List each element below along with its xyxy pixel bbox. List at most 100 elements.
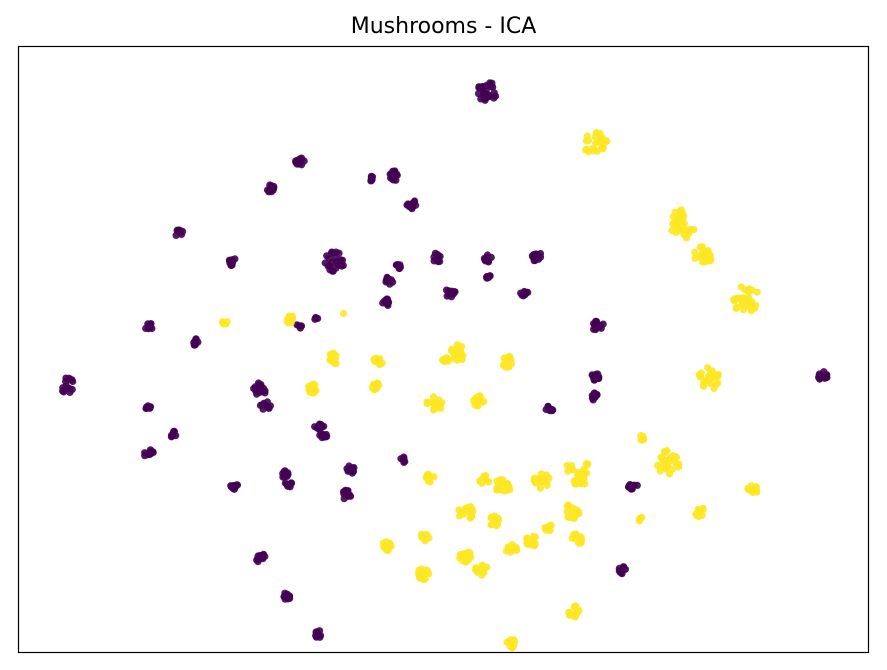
data-point [589,396,597,404]
data-point [493,521,502,529]
data-point [345,492,353,500]
data-point [284,471,292,479]
data-point [390,168,398,176]
data-point [593,317,601,326]
data-point [584,137,593,145]
data-point [592,326,600,334]
data-point [743,300,751,309]
data-point [259,384,267,392]
data-point [484,478,492,486]
data-point [683,234,691,242]
data-point [575,510,583,518]
plot-frame [17,45,870,654]
data-point [263,186,272,194]
data-point [542,526,550,534]
data-point [593,390,601,399]
data-point [455,506,463,514]
data-point [508,639,516,647]
data-point [339,309,348,317]
data-point [474,394,482,402]
data-point [368,173,377,181]
data-point [422,474,430,482]
data-point [445,291,453,299]
data-point [264,404,273,412]
data-point [451,288,459,296]
data-point [375,357,383,365]
data-point [638,513,646,522]
data-point [599,145,607,153]
data-point [386,540,394,548]
data-point [270,182,278,191]
data-point [699,504,707,512]
data-point [568,461,576,470]
data-point [429,393,437,401]
data-point [330,350,338,358]
data-point [288,479,296,487]
data-point [591,146,599,154]
data-point [226,259,234,267]
data-point [666,454,674,462]
data-point [496,485,504,494]
data-point [395,264,404,273]
data-points [59,79,831,652]
data-point [627,485,635,493]
data-point [691,248,699,256]
data-point [453,344,461,352]
data-point [383,300,391,308]
data-point [502,363,510,371]
data-point [697,369,705,377]
data-point [479,565,487,574]
data-point [485,273,493,281]
data-point [592,129,600,137]
data-point [331,254,340,262]
data-point [458,352,466,360]
data-point [329,267,337,275]
data-point [687,226,696,234]
data-point [513,546,521,555]
data-point [536,484,545,492]
data-point [175,227,183,235]
data-point [656,467,664,475]
data-point [691,254,699,262]
data-point [253,390,261,398]
data-point [714,379,722,387]
data-point [191,337,199,345]
data-point [283,316,291,324]
data-point [678,208,686,216]
data-point [142,404,150,413]
data-point [710,384,718,393]
data-point [386,280,394,288]
data-point [425,534,433,542]
data-point [705,377,713,385]
data-point [141,449,149,457]
data-point [505,483,513,491]
data-point [660,448,669,456]
data-point [637,432,645,440]
data-point [596,138,604,146]
data-point [484,258,493,266]
data-point [582,146,590,154]
data-point [752,301,760,309]
data-point [745,294,753,302]
data-point [250,384,258,393]
data-point [229,482,237,490]
data-point [504,544,512,552]
data-point [564,513,572,521]
data-point [426,398,434,407]
data-point [505,353,513,361]
data-point [581,480,589,488]
data-point [739,294,747,302]
data-point [420,569,428,578]
data-point [564,467,572,475]
data-point [458,556,466,564]
data-point [68,385,76,394]
data-point [399,456,407,464]
data-point [519,292,528,300]
data-point [146,324,154,332]
data-point [680,220,689,228]
data-point [572,602,580,610]
data-point [219,319,227,327]
data-point [733,303,741,311]
data-point [574,470,582,478]
data-point [537,470,545,478]
